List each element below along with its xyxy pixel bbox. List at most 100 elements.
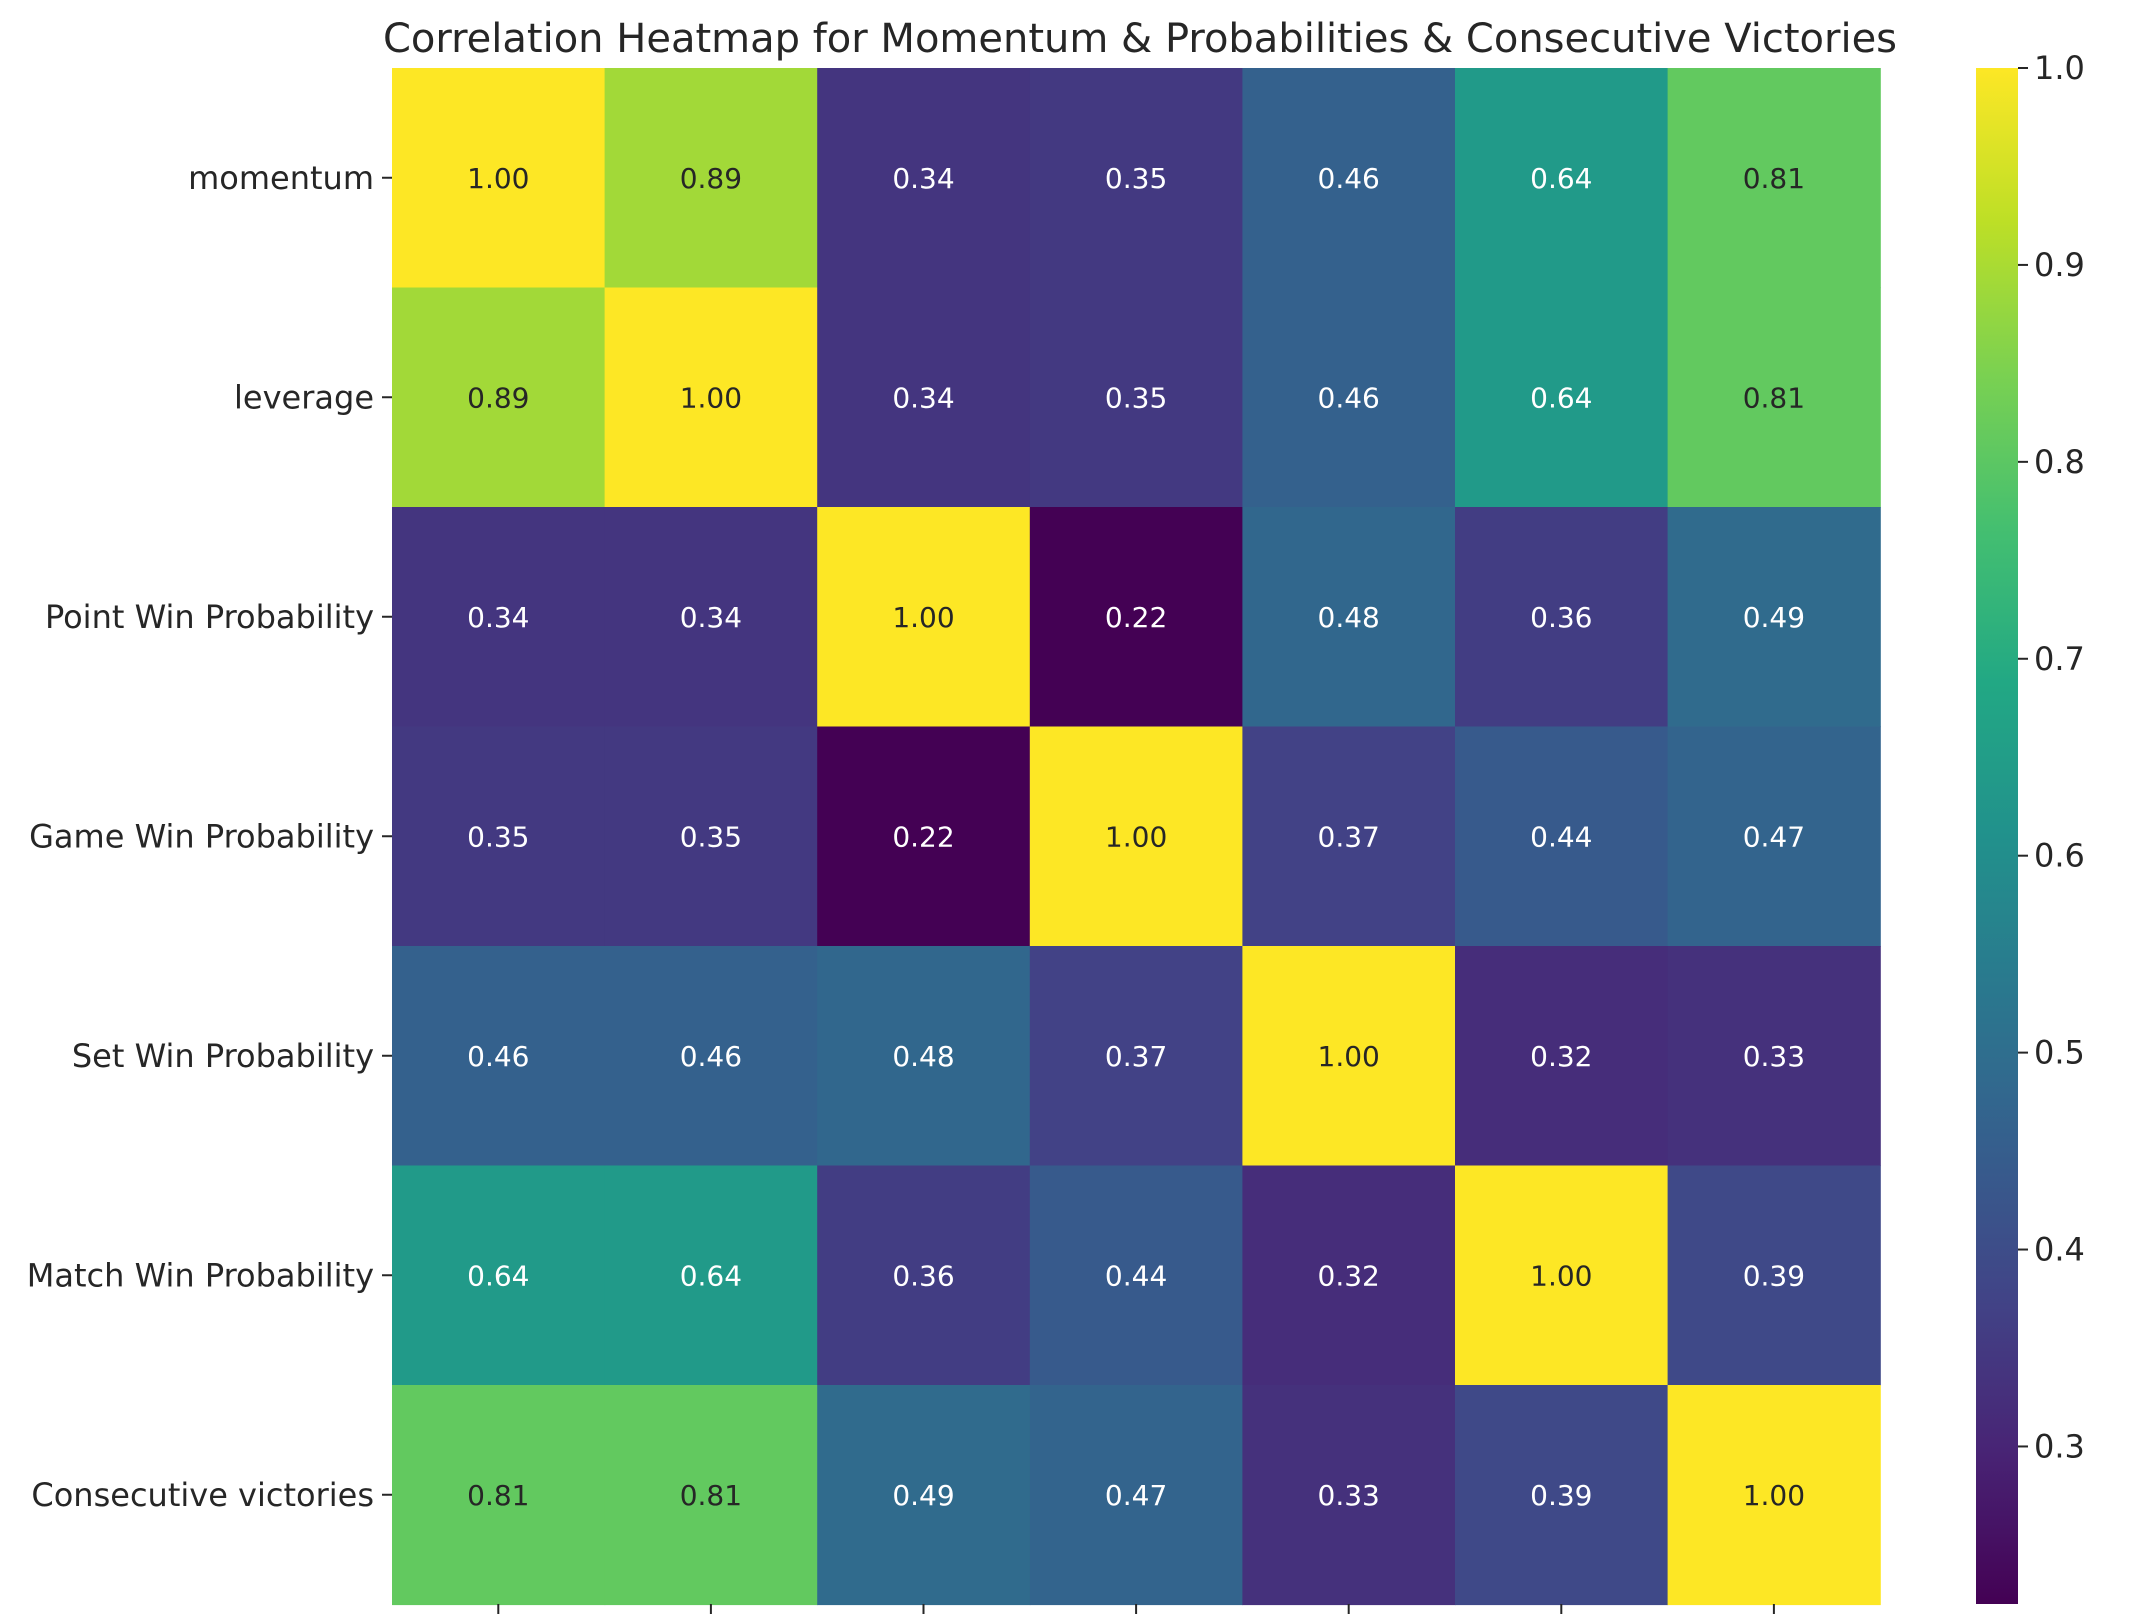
cell-value-label: 0.81 bbox=[1743, 381, 1805, 414]
colorbar-tick-label: 0.3 bbox=[2034, 1427, 2085, 1465]
heatmap-cell bbox=[1242, 68, 1456, 289]
cell-value-label: 0.37 bbox=[1318, 820, 1380, 853]
row-label: Match Win Probability bbox=[27, 1256, 374, 1294]
heatmap-cell bbox=[817, 68, 1031, 289]
heatmap-cell bbox=[1455, 287, 1669, 508]
heatmap-cell bbox=[1667, 946, 1881, 1167]
heatmap-cell bbox=[817, 1385, 1031, 1606]
cell-value-label: 0.35 bbox=[1105, 381, 1167, 414]
cell-value-label: 0.49 bbox=[1743, 601, 1805, 634]
row-labels: momentum leverage Point Win Probability Gam… bbox=[27, 159, 392, 1514]
heatmap-cell bbox=[1029, 68, 1243, 289]
cell-value-label: 0.35 bbox=[1105, 162, 1167, 195]
cell-value-label: 0.64 bbox=[1530, 381, 1592, 414]
cell-value-label: 1.00 bbox=[1105, 820, 1167, 853]
cell-value-label: 0.46 bbox=[1318, 162, 1380, 195]
heatmap-cell bbox=[817, 726, 1031, 947]
cell-value-label: 0.33 bbox=[1743, 1040, 1805, 1073]
cell-value-label: 0.35 bbox=[680, 820, 742, 853]
colorbar-tick-label: 0.7 bbox=[2034, 640, 2085, 678]
row-label: Point Win Probability bbox=[45, 598, 374, 636]
colorbar-tick-label: 0.6 bbox=[2034, 837, 2085, 875]
cell-value-label: 0.39 bbox=[1530, 1479, 1592, 1512]
cell-value-label: 0.64 bbox=[680, 1259, 742, 1292]
colorbar-ticks: 0.3 0.4 0.5 0.6 0.7 0.8 0.9 1.0 bbox=[2018, 49, 2085, 1465]
heatmap-cell bbox=[817, 946, 1031, 1167]
cell-value-label: 0.34 bbox=[892, 162, 954, 195]
heatmap-cell bbox=[1242, 726, 1456, 947]
row-label: leverage bbox=[234, 378, 374, 416]
cell-value-label: 0.48 bbox=[892, 1040, 954, 1073]
heatmap-cell bbox=[1455, 68, 1669, 289]
cell-value-label: 0.22 bbox=[1105, 601, 1167, 634]
cell-value-label: 0.48 bbox=[1318, 601, 1380, 634]
heatmap-cell bbox=[392, 726, 606, 947]
heatmap-cell bbox=[604, 507, 818, 728]
cell-value-label: 1.00 bbox=[467, 162, 529, 195]
row-label: momentum bbox=[188, 159, 374, 197]
cell-value-label: 0.37 bbox=[1105, 1040, 1167, 1073]
heatmap-cell bbox=[392, 946, 606, 1167]
heatmap-cell bbox=[604, 287, 818, 508]
heatmap-cell bbox=[1455, 1165, 1669, 1386]
heatmap-cell bbox=[1455, 726, 1669, 947]
heatmap-cell bbox=[1242, 287, 1456, 508]
row-label: Set Win Probability bbox=[72, 1037, 374, 1075]
heatmap-cell bbox=[1667, 287, 1881, 508]
cell-value-label: 1.00 bbox=[1530, 1259, 1592, 1292]
cell-value-label: 0.64 bbox=[1530, 162, 1592, 195]
cell-value-label: 1.00 bbox=[892, 601, 954, 634]
heatmap-cell bbox=[817, 287, 1031, 508]
heatmap-cell bbox=[392, 1165, 606, 1386]
cell-value-label: 0.81 bbox=[680, 1479, 742, 1512]
cell-value-label: 0.81 bbox=[467, 1479, 529, 1512]
cell-value-label: 1.00 bbox=[680, 381, 742, 414]
x-axis-ticks bbox=[497, 1604, 1775, 1614]
colorbar: 0.3 0.4 0.5 0.6 0.7 0.8 0.9 1.0 bbox=[1976, 49, 2085, 1604]
cell-value-label: 0.44 bbox=[1105, 1259, 1167, 1292]
colorbar-tick-label: 0.4 bbox=[2034, 1231, 2085, 1269]
heatmap-cell bbox=[1667, 1385, 1881, 1606]
cell-value-label: 0.34 bbox=[467, 601, 529, 634]
heatmap-cell bbox=[604, 946, 818, 1167]
cell-value-label: 0.22 bbox=[892, 820, 954, 853]
cell-value-label: 0.47 bbox=[1743, 820, 1805, 853]
cell-value-label: 0.32 bbox=[1318, 1259, 1380, 1292]
cell-value-label: 0.44 bbox=[1530, 820, 1592, 853]
cell-value-label: 0.89 bbox=[467, 381, 529, 414]
cell-value-label: 0.39 bbox=[1743, 1259, 1805, 1292]
heatmap-cell bbox=[1455, 1385, 1669, 1606]
heatmap-cell bbox=[604, 726, 818, 947]
cell-value-label: 0.32 bbox=[1530, 1040, 1592, 1073]
cell-value-label: 1.00 bbox=[1318, 1040, 1380, 1073]
cell-value-label: 0.46 bbox=[680, 1040, 742, 1073]
heatmap-cell bbox=[1029, 1165, 1243, 1386]
heatmap-cell bbox=[392, 68, 606, 289]
heatmap-cells: 1.00 0.89 0.34 0.35 0.46 0.64 0.81 0.89 1.00 0.34… bbox=[392, 68, 1881, 1606]
colorbar-tick-label: 0.5 bbox=[2034, 1034, 2085, 1072]
cell-value-label: 0.49 bbox=[892, 1479, 954, 1512]
cell-value-label: 0.46 bbox=[1318, 381, 1380, 414]
heatmap-cell bbox=[392, 287, 606, 508]
heatmap-cell bbox=[817, 1165, 1031, 1386]
cell-value-label: 0.36 bbox=[1530, 601, 1592, 634]
heatmap-cell bbox=[1029, 946, 1243, 1167]
heatmap-cell bbox=[1242, 1165, 1456, 1386]
cell-value-label: 1.00 bbox=[1743, 1479, 1805, 1512]
heatmap-cell bbox=[1029, 507, 1243, 728]
cell-value-label: 0.36 bbox=[892, 1259, 954, 1292]
heatmap-cell bbox=[604, 68, 818, 289]
heatmap-cell bbox=[1667, 507, 1881, 728]
colorbar-tick-label: 0.9 bbox=[2034, 246, 2085, 284]
cell-value-label: 0.33 bbox=[1318, 1479, 1380, 1512]
heatmap-cell bbox=[392, 507, 606, 728]
heatmap-cell bbox=[1667, 726, 1881, 947]
cell-value-label: 0.47 bbox=[1105, 1479, 1167, 1512]
heatmap-cell bbox=[1242, 946, 1456, 1167]
colorbar-tick-label: 0.8 bbox=[2034, 443, 2085, 481]
row-label: Consecutive victories bbox=[31, 1476, 374, 1514]
heatmap-cell bbox=[817, 507, 1031, 728]
heatmap-cell bbox=[1455, 507, 1669, 728]
cell-value-label: 0.64 bbox=[467, 1259, 529, 1292]
